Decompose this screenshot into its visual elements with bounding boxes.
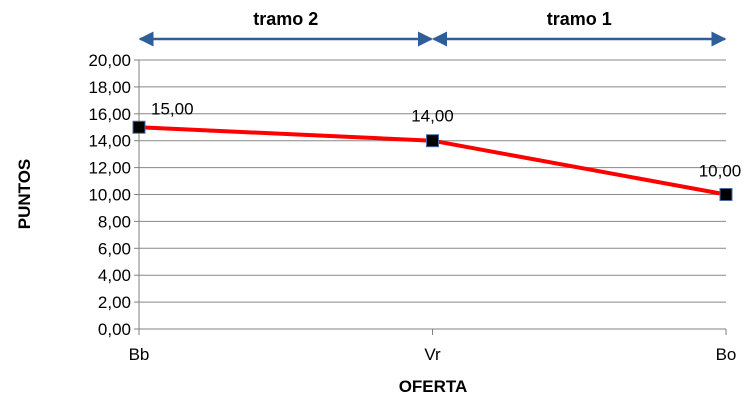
segment-arrows: tramo 2 tramo 1 (138, 9, 727, 47)
x-tick-label: Bo (716, 345, 737, 364)
series-line (132, 120, 733, 201)
x-axis-ticks: Bb Vr Bo (129, 345, 737, 364)
y-tick-label: 14,00 (88, 132, 131, 151)
y-axis-ticks: 0,00 2,00 4,00 6,00 8,00 10,00 12,00 14,00 16,00… (88, 51, 131, 339)
x-tick-label: Vr (424, 345, 441, 364)
y-tick-label: 4,00 (98, 266, 131, 285)
x-tick-label: Bb (129, 345, 150, 364)
data-label: 14,00 (411, 107, 454, 126)
y-tick-label: 0,00 (98, 320, 131, 339)
y-tick-label: 10,00 (88, 186, 131, 205)
y-tick-label: 18,00 (88, 78, 131, 97)
data-label: 15,00 (151, 99, 194, 118)
y-tick-label: 16,00 (88, 105, 131, 124)
y-tick-label: 2,00 (98, 293, 131, 312)
y-tick-label: 8,00 (98, 212, 131, 231)
y-tick-label: 6,00 (98, 239, 131, 258)
data-point-marker (426, 134, 439, 148)
segment-label: tramo 2 (253, 9, 318, 29)
data-point-marker (132, 120, 146, 134)
data-point-marker (719, 188, 733, 201)
data-label: 10,00 (699, 162, 742, 181)
y-tick-label: 20,00 (88, 51, 131, 70)
grid-lines (134, 59, 727, 335)
data-labels: 15,00 14,00 10,00 (151, 99, 741, 180)
y-axis-title: PUNTOS (15, 159, 34, 230)
x-axis-title: OFERTA (399, 377, 468, 396)
y-tick-label: 12,00 (88, 159, 131, 178)
segment-label: tramo 1 (547, 9, 612, 29)
